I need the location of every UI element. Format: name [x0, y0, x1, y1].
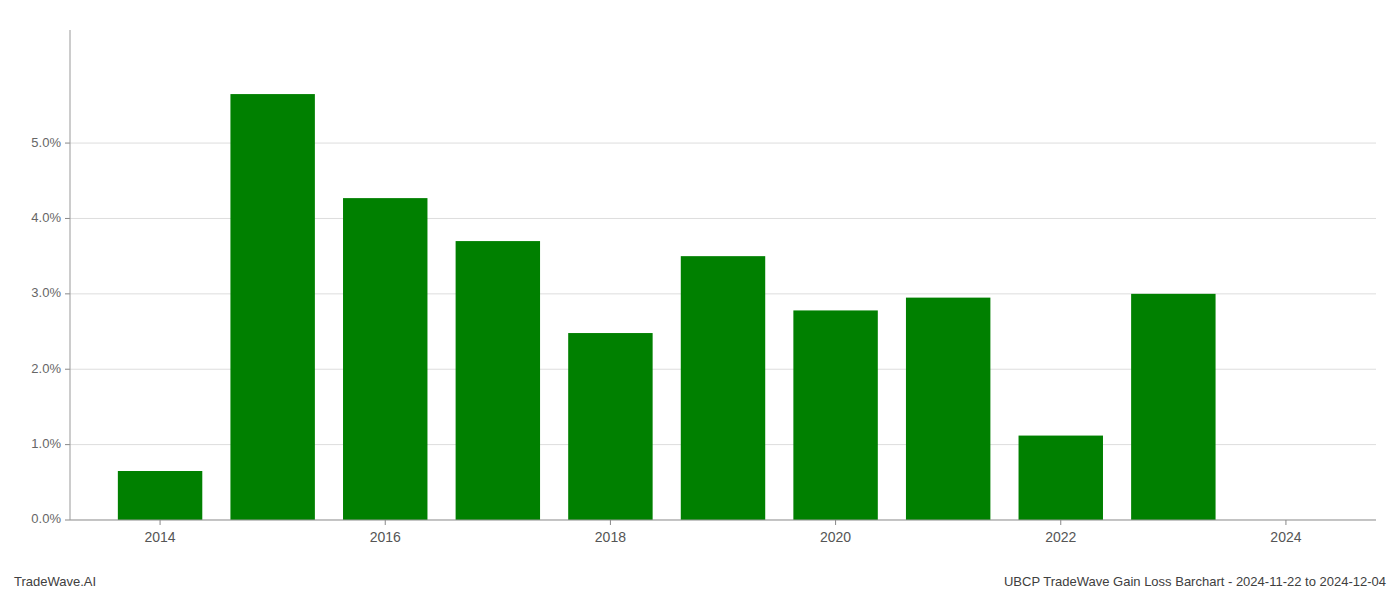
x-tick-label: 2022	[1045, 529, 1076, 545]
y-tick	[65, 143, 70, 144]
y-tick	[65, 520, 70, 521]
y-tick	[65, 369, 70, 370]
y-tick-label: 3.0%	[31, 285, 61, 300]
y-tick-label: 1.0%	[31, 436, 61, 451]
bar	[568, 333, 652, 520]
bar	[456, 241, 540, 520]
x-axis-line	[70, 520, 1376, 521]
x-tick	[1060, 520, 1061, 525]
grid-line	[70, 520, 1376, 521]
bar	[906, 298, 990, 520]
x-tick-label: 2016	[370, 529, 401, 545]
x-tick	[385, 520, 386, 525]
x-tick	[160, 520, 161, 525]
chart-svg: 0.0% 1.0% 2.0% 3.0% 4.0% 5.0% 2014 2016 2018 2020…	[0, 0, 1400, 600]
x-tick-label: 2018	[595, 529, 626, 545]
footer-text: UBCP TradeWave Gain Loss Barchart - 2024…	[1004, 574, 1386, 589]
y-tick	[65, 293, 70, 294]
x-tick-label: 2024	[1270, 529, 1301, 545]
bar	[681, 256, 765, 520]
y-tick-label: 5.0%	[31, 135, 61, 150]
bar	[1019, 436, 1103, 520]
footer-text: TradeWave.AI	[14, 574, 96, 589]
y-tick-label: 0.0%	[31, 511, 61, 526]
chart-container: 0.0% 1.0% 2.0% 3.0% 4.0% 5.0% 2014 2016 2018 2020…	[0, 0, 1400, 600]
x-tick-label: 2014	[144, 529, 175, 545]
bars	[118, 94, 1216, 520]
bar	[793, 310, 877, 520]
y-tick	[65, 218, 70, 219]
x-tick	[835, 520, 836, 525]
y-tick	[65, 444, 70, 445]
bar	[118, 471, 202, 520]
bar	[230, 94, 314, 520]
bar	[1131, 294, 1215, 520]
bar	[343, 198, 427, 520]
x-tick-label: 2020	[820, 529, 851, 545]
y-tick-label: 4.0%	[31, 210, 61, 225]
y-tick-label: 2.0%	[31, 361, 61, 376]
y-axis-line	[70, 30, 71, 520]
x-tick	[1285, 520, 1286, 525]
x-tick	[610, 520, 611, 525]
